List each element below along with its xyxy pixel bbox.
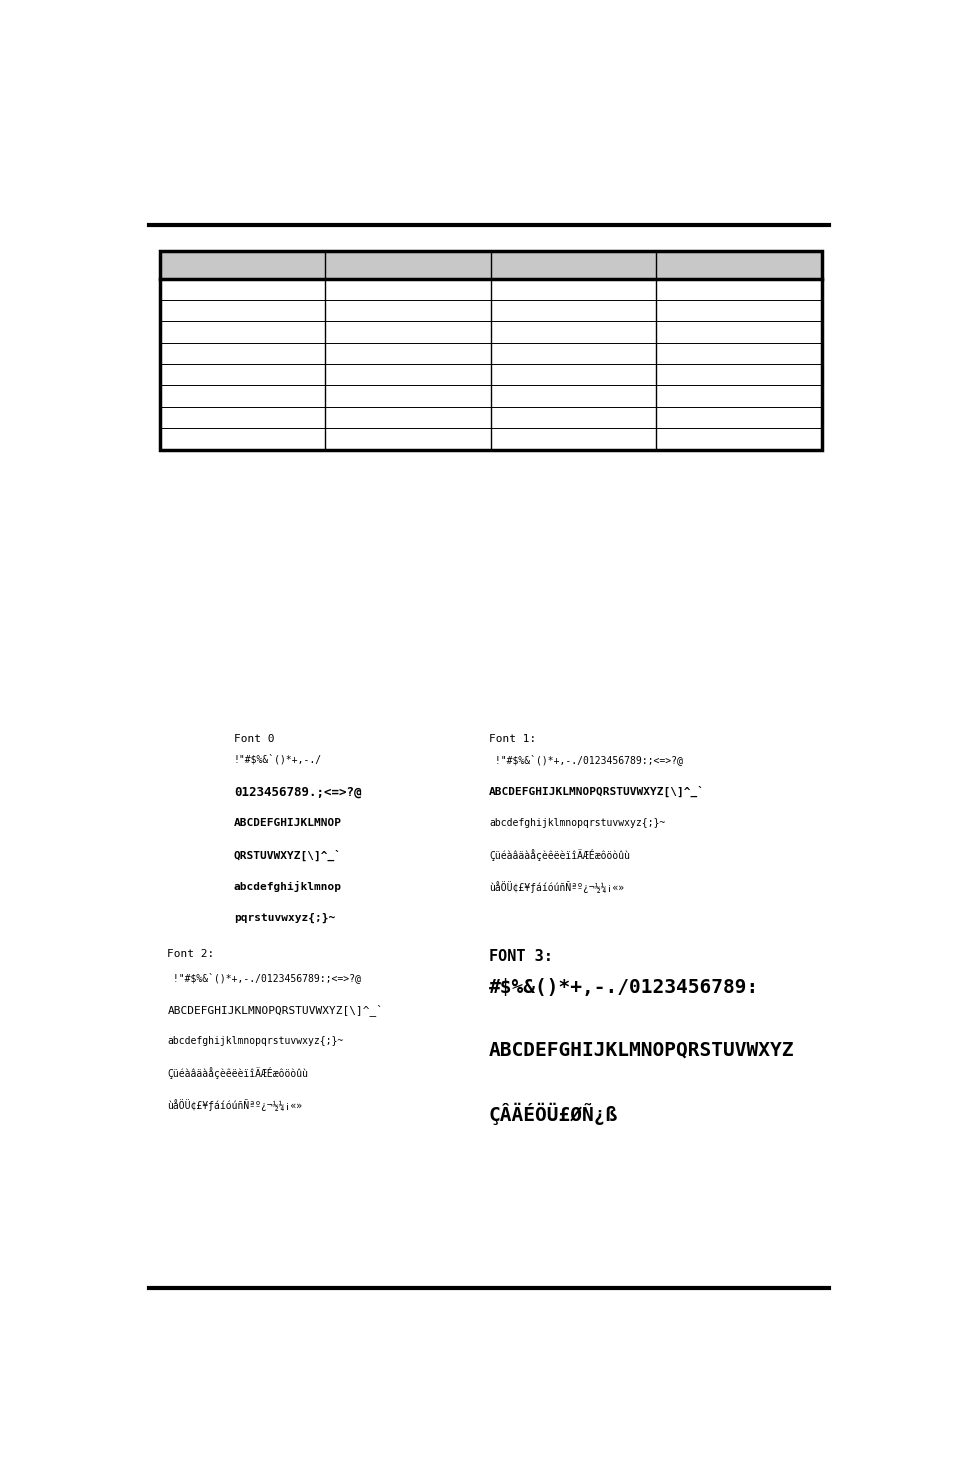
Text: Font 0: Font 0 xyxy=(233,733,274,743)
Text: ùåÖÜ¢£¥ƒáíóúñÑªº¿¬½¼¡«»: ùåÖÜ¢£¥ƒáíóúñÑªº¿¬½¼¡«» xyxy=(167,1099,302,1111)
Text: FONT 3:: FONT 3: xyxy=(488,950,552,965)
Text: ABCDEFGHIJKLMNOPQRSTUVWXYZ[\]^_`: ABCDEFGHIJKLMNOPQRSTUVWXYZ[\]^_` xyxy=(488,786,704,797)
Text: ABCDEFGHIJKLMNOP: ABCDEFGHIJKLMNOP xyxy=(233,817,341,827)
Text: ÇÂÄÉÖÜ£ØÑ¿ß: ÇÂÄÉÖÜ£ØÑ¿ß xyxy=(488,1103,618,1125)
Text: Font 2:: Font 2: xyxy=(167,950,214,959)
Text: !"#$%&`()*+,-./: !"#$%&`()*+,-./ xyxy=(233,754,321,764)
Text: abcdefghijklmnopqrstuvwxyz{;}~: abcdefghijklmnopqrstuvwxyz{;}~ xyxy=(167,1035,343,1046)
Text: abcdefghijklmnop: abcdefghijklmnop xyxy=(233,881,341,892)
Text: QRSTUVWXYZ[\]^_`: QRSTUVWXYZ[\]^_` xyxy=(233,850,341,860)
Text: ABCDEFGHIJKLMNOPQRSTUVWXYZ[\]^_`: ABCDEFGHIJKLMNOPQRSTUVWXYZ[\]^_` xyxy=(167,1004,383,1016)
Text: ABCDEFGHIJKLMNOPQRSTUVWXYZ: ABCDEFGHIJKLMNOPQRSTUVWXYZ xyxy=(488,1040,794,1059)
Text: !"#$%&`()*+,-./0123456789:;<=>?@: !"#$%&`()*+,-./0123456789:;<=>?@ xyxy=(167,972,361,982)
Text: ÇüéàâäàåçèêëèïîÄÆÉæôöòûù: ÇüéàâäàåçèêëèïîÄÆÉæôöòûù xyxy=(167,1068,308,1080)
Text: 0123456789.;<=>?@: 0123456789.;<=>?@ xyxy=(233,786,361,799)
Bar xyxy=(160,251,821,279)
Text: ùåÖÜ¢£¥ƒáíóúñÑªº¿¬½¼¡«»: ùåÖÜ¢£¥ƒáíóúñÑªº¿¬½¼¡«» xyxy=(488,881,623,892)
Text: !"#$%&`()*+,-./0123456789:;<=>?@: !"#$%&`()*+,-./0123456789:;<=>?@ xyxy=(488,754,682,766)
Bar xyxy=(160,251,821,450)
Text: abcdefghijklmnopqrstuvwxyz{;}~: abcdefghijklmnopqrstuvwxyz{;}~ xyxy=(488,817,664,827)
Text: pqrstuvwxyz{;}~: pqrstuvwxyz{;}~ xyxy=(233,913,335,923)
Bar xyxy=(160,251,821,450)
Text: Font 1:: Font 1: xyxy=(488,733,536,743)
Text: ÇüéàâäàåçèêëèïîÄÆÉæôöòûù: ÇüéàâäàåçèêëèïîÄÆÉæôöòûù xyxy=(488,850,629,861)
Text: #$%&()*+,-./0123456789:: #$%&()*+,-./0123456789: xyxy=(488,978,759,997)
